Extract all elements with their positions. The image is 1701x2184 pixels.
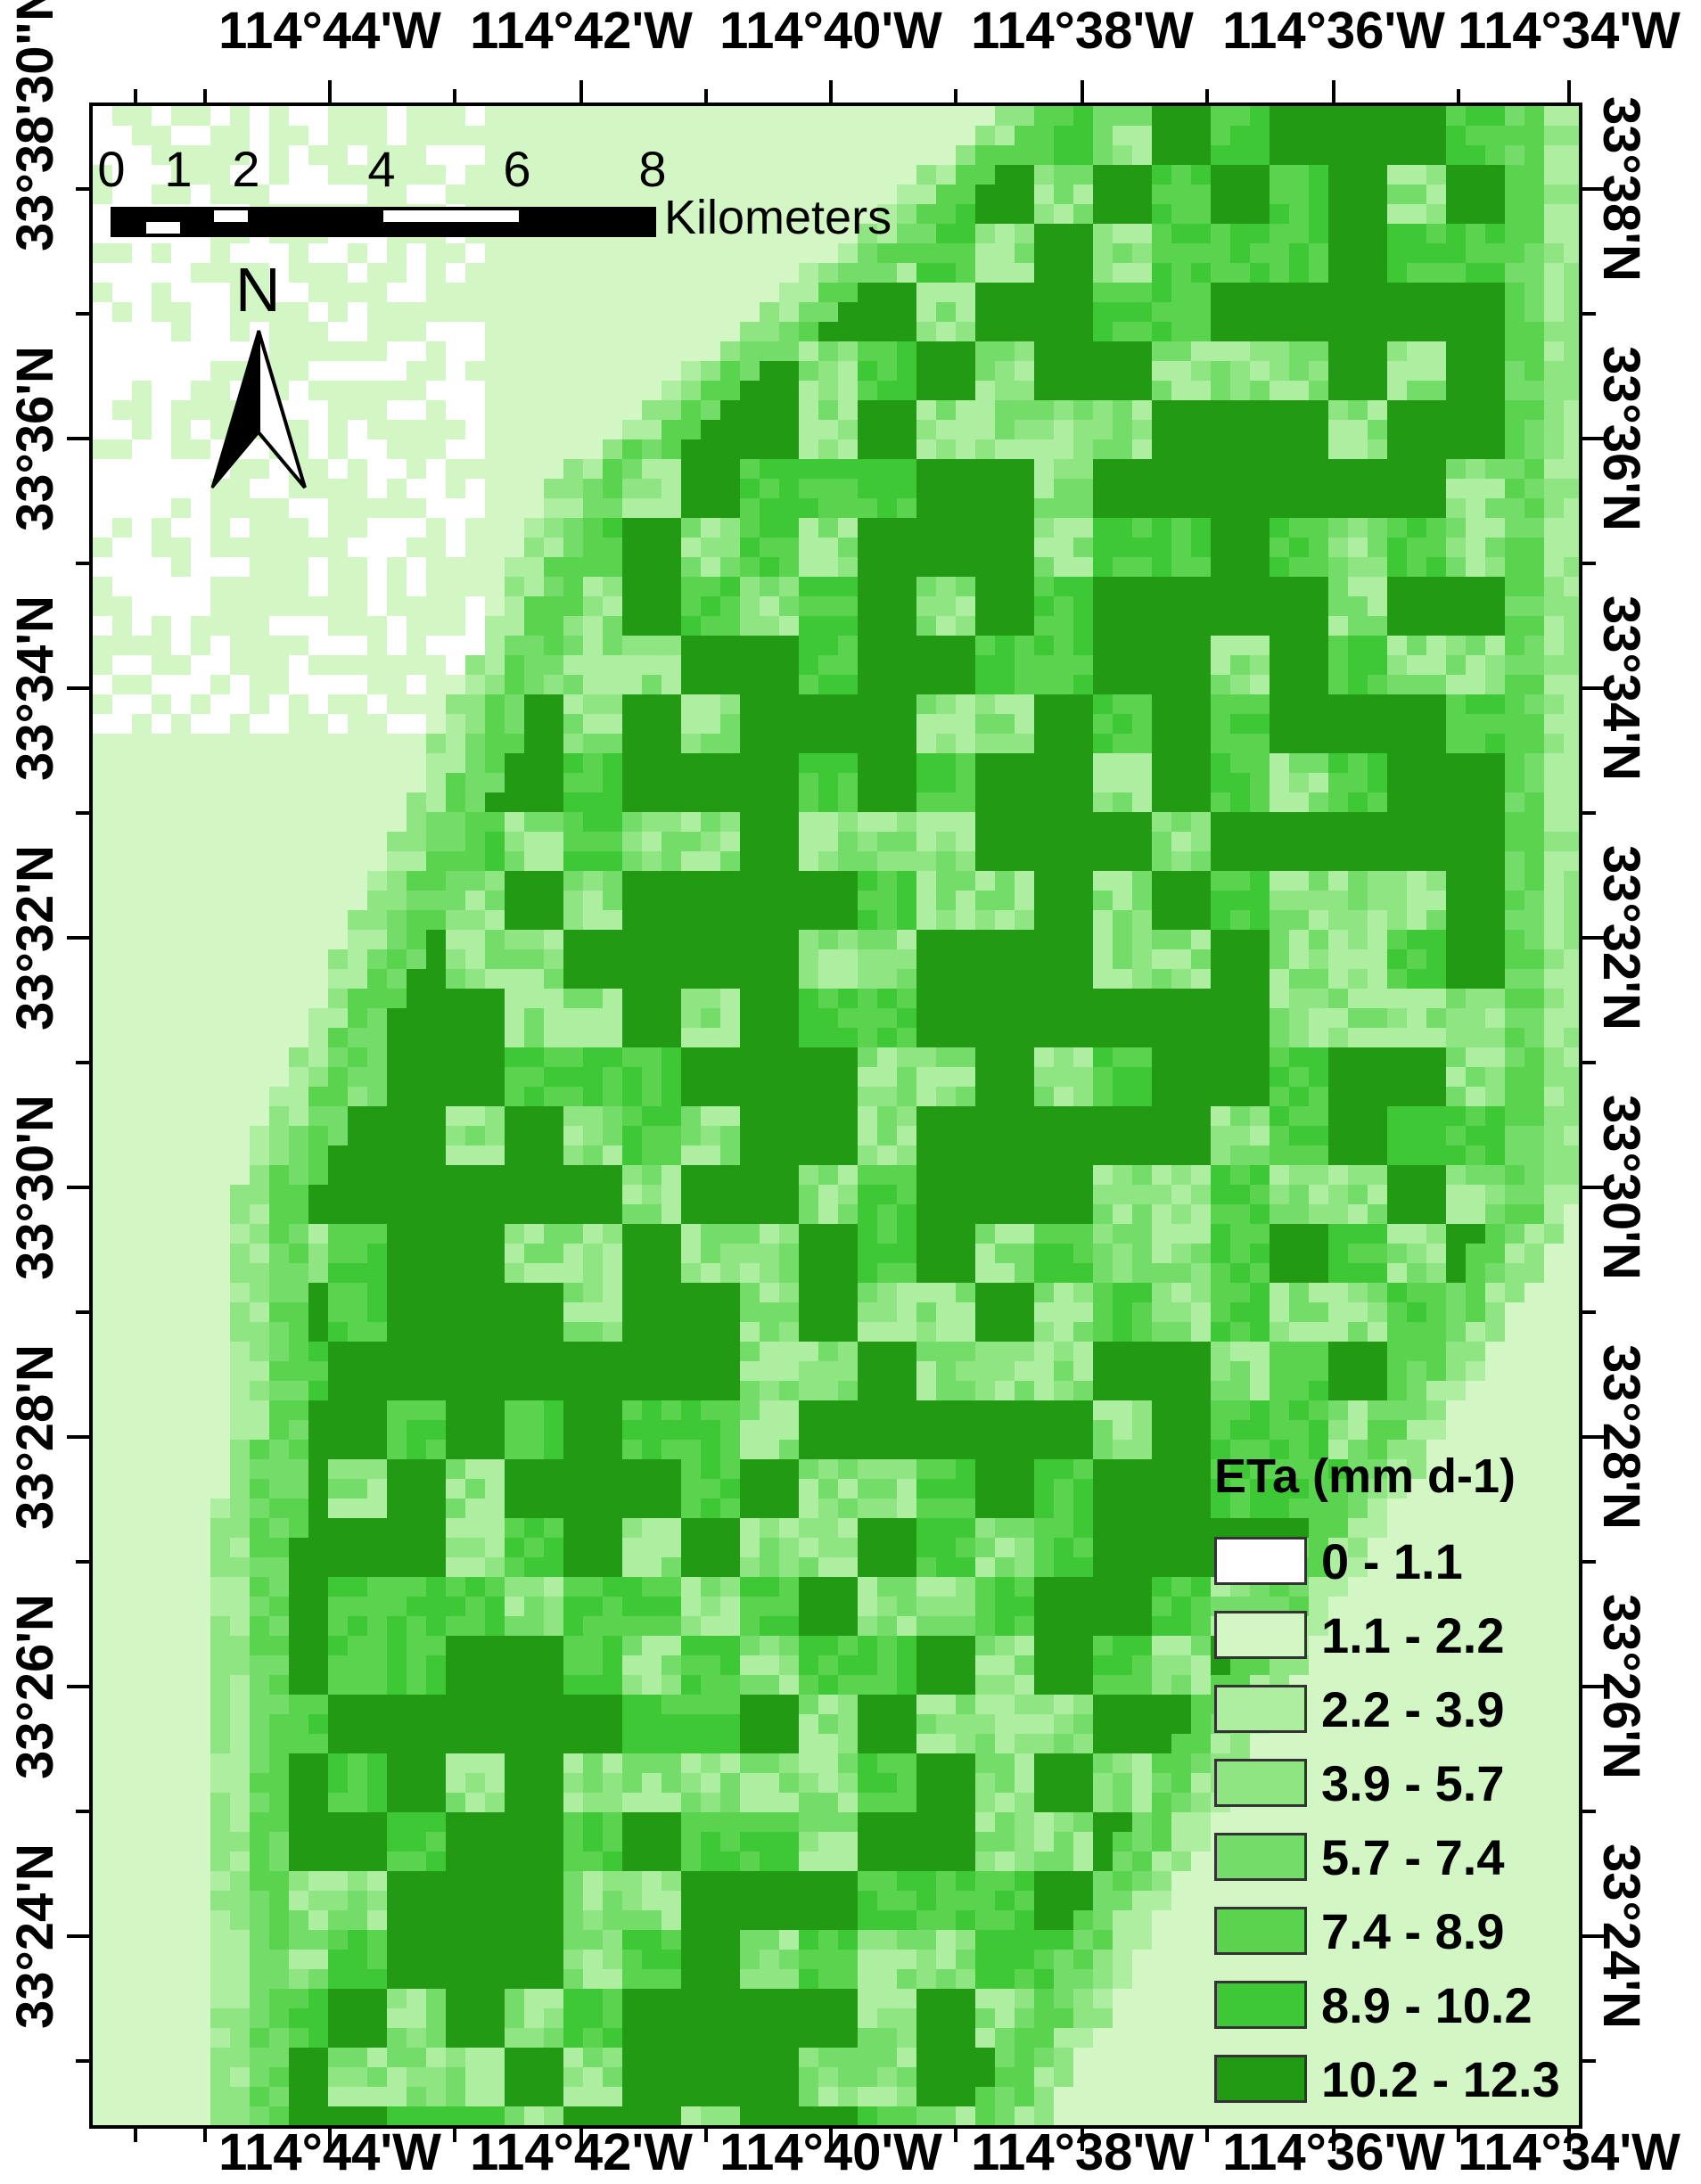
north-arrow-icon <box>210 330 307 489</box>
scale-number-6: 6 <box>503 141 531 197</box>
scale-unit-label: Kilometers <box>664 191 892 244</box>
legend-item: 3.9 - 5.7 <box>1214 1755 1589 1812</box>
legend-swatch <box>1214 1537 1307 1585</box>
legend-label: 5.7 - 7.4 <box>1321 1829 1505 1885</box>
top-lon-label-2: 114°42'W <box>470 2 693 60</box>
top-lon-label-6: 114°34'W <box>1458 2 1680 60</box>
legend-swatch <box>1214 1833 1307 1881</box>
legend-item: 1.1 - 2.2 <box>1214 1607 1589 1664</box>
legend-item: 5.7 - 7.4 <box>1214 1829 1589 1886</box>
legend-label: 2.2 - 3.9 <box>1321 1681 1505 1737</box>
scale-number-2: 2 <box>232 141 260 197</box>
legend-swatch <box>1214 1759 1307 1807</box>
legend-label: 0 - 1.1 <box>1321 1533 1463 1589</box>
scale-number-1: 1 <box>164 141 193 197</box>
top-lon-label-3: 114°40'W <box>719 2 942 60</box>
legend-swatch <box>1214 1611 1307 1659</box>
legend-item: 8.9 - 10.2 <box>1214 1977 1589 2034</box>
scale-number-8: 8 <box>638 141 667 197</box>
legend-swatch <box>1214 1907 1307 1955</box>
north-arrow-letter: N <box>235 255 281 324</box>
legend-item: 2.2 - 3.9 <box>1214 1681 1589 1738</box>
legend-swatch <box>1214 1685 1307 1733</box>
legend-title: ETa (mm d-1) <box>1214 1449 1516 1503</box>
legend-item: 7.4 - 8.9 <box>1214 1903 1589 1960</box>
top-lon-label-5: 114°36'W <box>1222 2 1445 60</box>
legend-label: 10.2 - 12.3 <box>1321 2051 1560 2107</box>
top-lon-label-4: 114°38'W <box>971 2 1194 60</box>
scale-bar <box>111 207 656 237</box>
map-frame <box>89 103 1582 2129</box>
legend-label: 3.9 - 5.7 <box>1321 1755 1505 1811</box>
legend-label: 1.1 - 2.2 <box>1321 1607 1505 1663</box>
legend-item: 10.2 - 12.3 <box>1214 2051 1589 2108</box>
scale-number-0: 0 <box>97 141 126 197</box>
eta-raster-map <box>93 106 1579 2125</box>
legend-item: 0 - 1.1 <box>1214 1533 1589 1590</box>
scale-number-4: 4 <box>367 141 396 197</box>
legend-label: 8.9 - 10.2 <box>1321 1977 1533 2033</box>
legend-swatch <box>1214 1981 1307 2029</box>
legend-swatch <box>1214 2055 1307 2103</box>
top-lon-label-1: 114°44'W <box>218 2 441 60</box>
legend-label: 7.4 - 8.9 <box>1321 1903 1505 1959</box>
